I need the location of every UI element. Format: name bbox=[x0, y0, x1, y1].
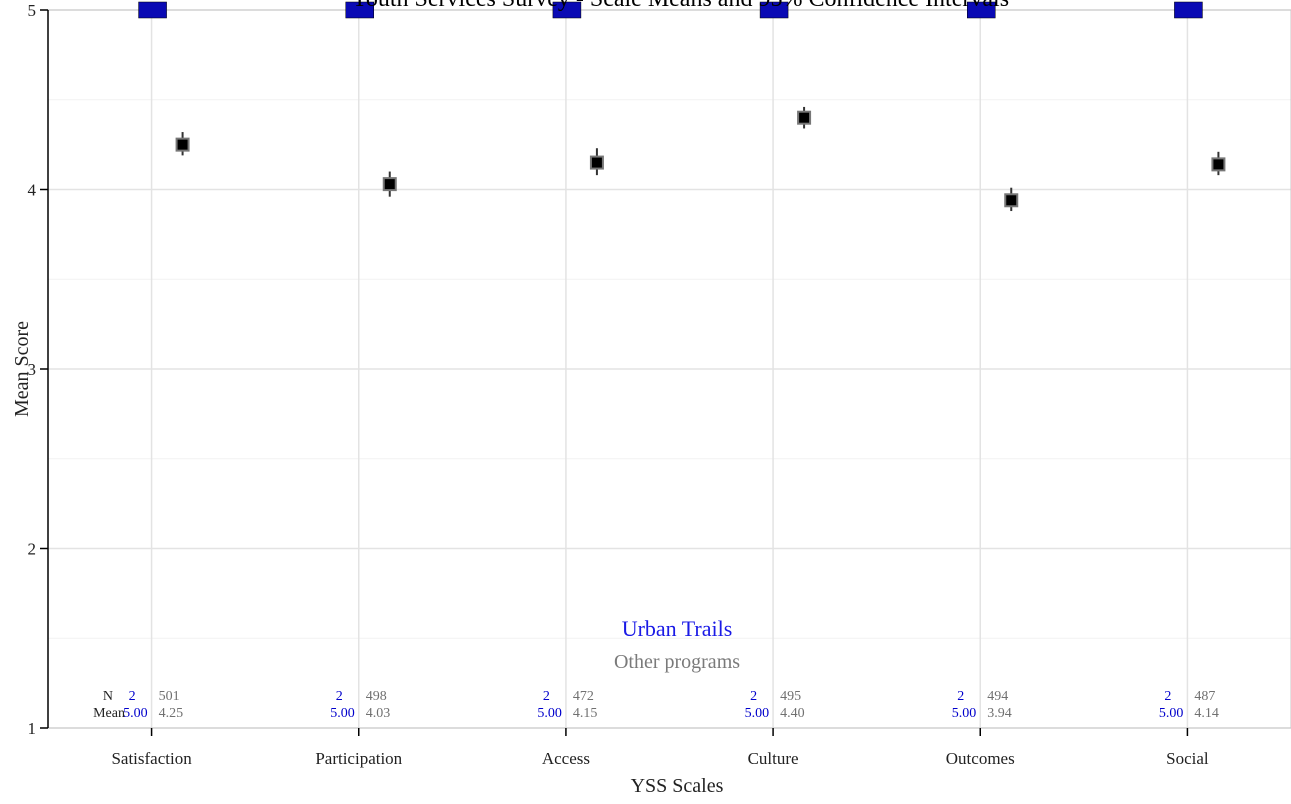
points bbox=[138, 1, 1226, 208]
y-tick-label: 2 bbox=[28, 540, 37, 559]
n-secondary: 494 bbox=[987, 689, 1008, 704]
y-tick-label: 3 bbox=[28, 360, 37, 379]
legend-secondary: Other programs bbox=[614, 651, 740, 673]
x-tick-label: Satisfaction bbox=[111, 749, 192, 768]
x-tick-label: Social bbox=[1166, 749, 1209, 768]
row-label-n: N bbox=[103, 689, 113, 704]
y-tick-label: 1 bbox=[28, 719, 37, 738]
x-tick-label: Access bbox=[542, 749, 590, 768]
mean-primary: 5.00 bbox=[537, 706, 562, 721]
n-primary: 2 bbox=[1164, 689, 1171, 704]
n-primary: 2 bbox=[957, 689, 964, 704]
n-secondary: 472 bbox=[573, 689, 594, 704]
y-tick-label: 4 bbox=[28, 181, 37, 200]
x-ticks: Satisfaction Participation Access Culture Ou… bbox=[111, 728, 1209, 768]
n-secondary: 495 bbox=[780, 689, 801, 704]
mean-secondary: 4.03 bbox=[366, 706, 391, 721]
mean-secondary: 4.25 bbox=[159, 706, 184, 721]
annotations: 2 5.00 501 4.25 2 5.00 498 4.03 2 5.00 472 4.15 2 5.0… bbox=[123, 689, 1219, 721]
point-primary bbox=[1174, 1, 1203, 19]
x-axis-title: YSS Scales bbox=[631, 775, 724, 797]
mean-secondary: 4.40 bbox=[780, 706, 805, 721]
y-tick-label: 5 bbox=[28, 1, 37, 20]
n-primary: 2 bbox=[543, 689, 550, 704]
n-secondary: 487 bbox=[1194, 689, 1215, 704]
mean-secondary: 3.94 bbox=[987, 706, 1012, 721]
mean-primary: 5.00 bbox=[952, 706, 977, 721]
n-secondary: 498 bbox=[366, 689, 387, 704]
point-secondary bbox=[1211, 157, 1226, 172]
chart-title: Youth Services Survey - Scale Means and … bbox=[351, 0, 1009, 12]
mean-secondary: 4.14 bbox=[1194, 706, 1219, 721]
grid-vertical bbox=[150, 10, 1189, 728]
point-primary bbox=[138, 1, 167, 19]
x-tick-label: Outcomes bbox=[946, 749, 1015, 768]
point-secondary bbox=[1004, 193, 1019, 208]
y-ticks: 1 2 3 4 5 bbox=[28, 1, 48, 738]
n-primary: 2 bbox=[129, 689, 136, 704]
y-axis-title: Mean Score bbox=[11, 321, 33, 417]
mean-secondary: 4.15 bbox=[573, 706, 598, 721]
mean-primary: 5.00 bbox=[330, 706, 355, 721]
point-primary bbox=[345, 1, 374, 19]
point-secondary bbox=[797, 110, 812, 125]
point-secondary bbox=[589, 155, 604, 170]
legend-primary: Urban Trails bbox=[622, 616, 733, 641]
n-primary: 2 bbox=[750, 689, 757, 704]
n-secondary: 501 bbox=[159, 689, 180, 704]
grid-minor bbox=[48, 99, 1291, 639]
row-label-mean: Mean bbox=[93, 706, 125, 721]
point-primary bbox=[967, 1, 996, 19]
mean-primary: 5.00 bbox=[123, 706, 148, 721]
point-secondary bbox=[175, 137, 190, 152]
mean-primary: 5.00 bbox=[1159, 706, 1184, 721]
point-primary bbox=[759, 1, 789, 19]
point-primary bbox=[552, 1, 582, 19]
mean-primary: 5.00 bbox=[745, 706, 770, 721]
x-tick-label: Culture bbox=[748, 749, 799, 768]
x-tick-label: Participation bbox=[315, 749, 402, 768]
point-secondary bbox=[382, 177, 397, 192]
n-primary: 2 bbox=[336, 689, 343, 704]
